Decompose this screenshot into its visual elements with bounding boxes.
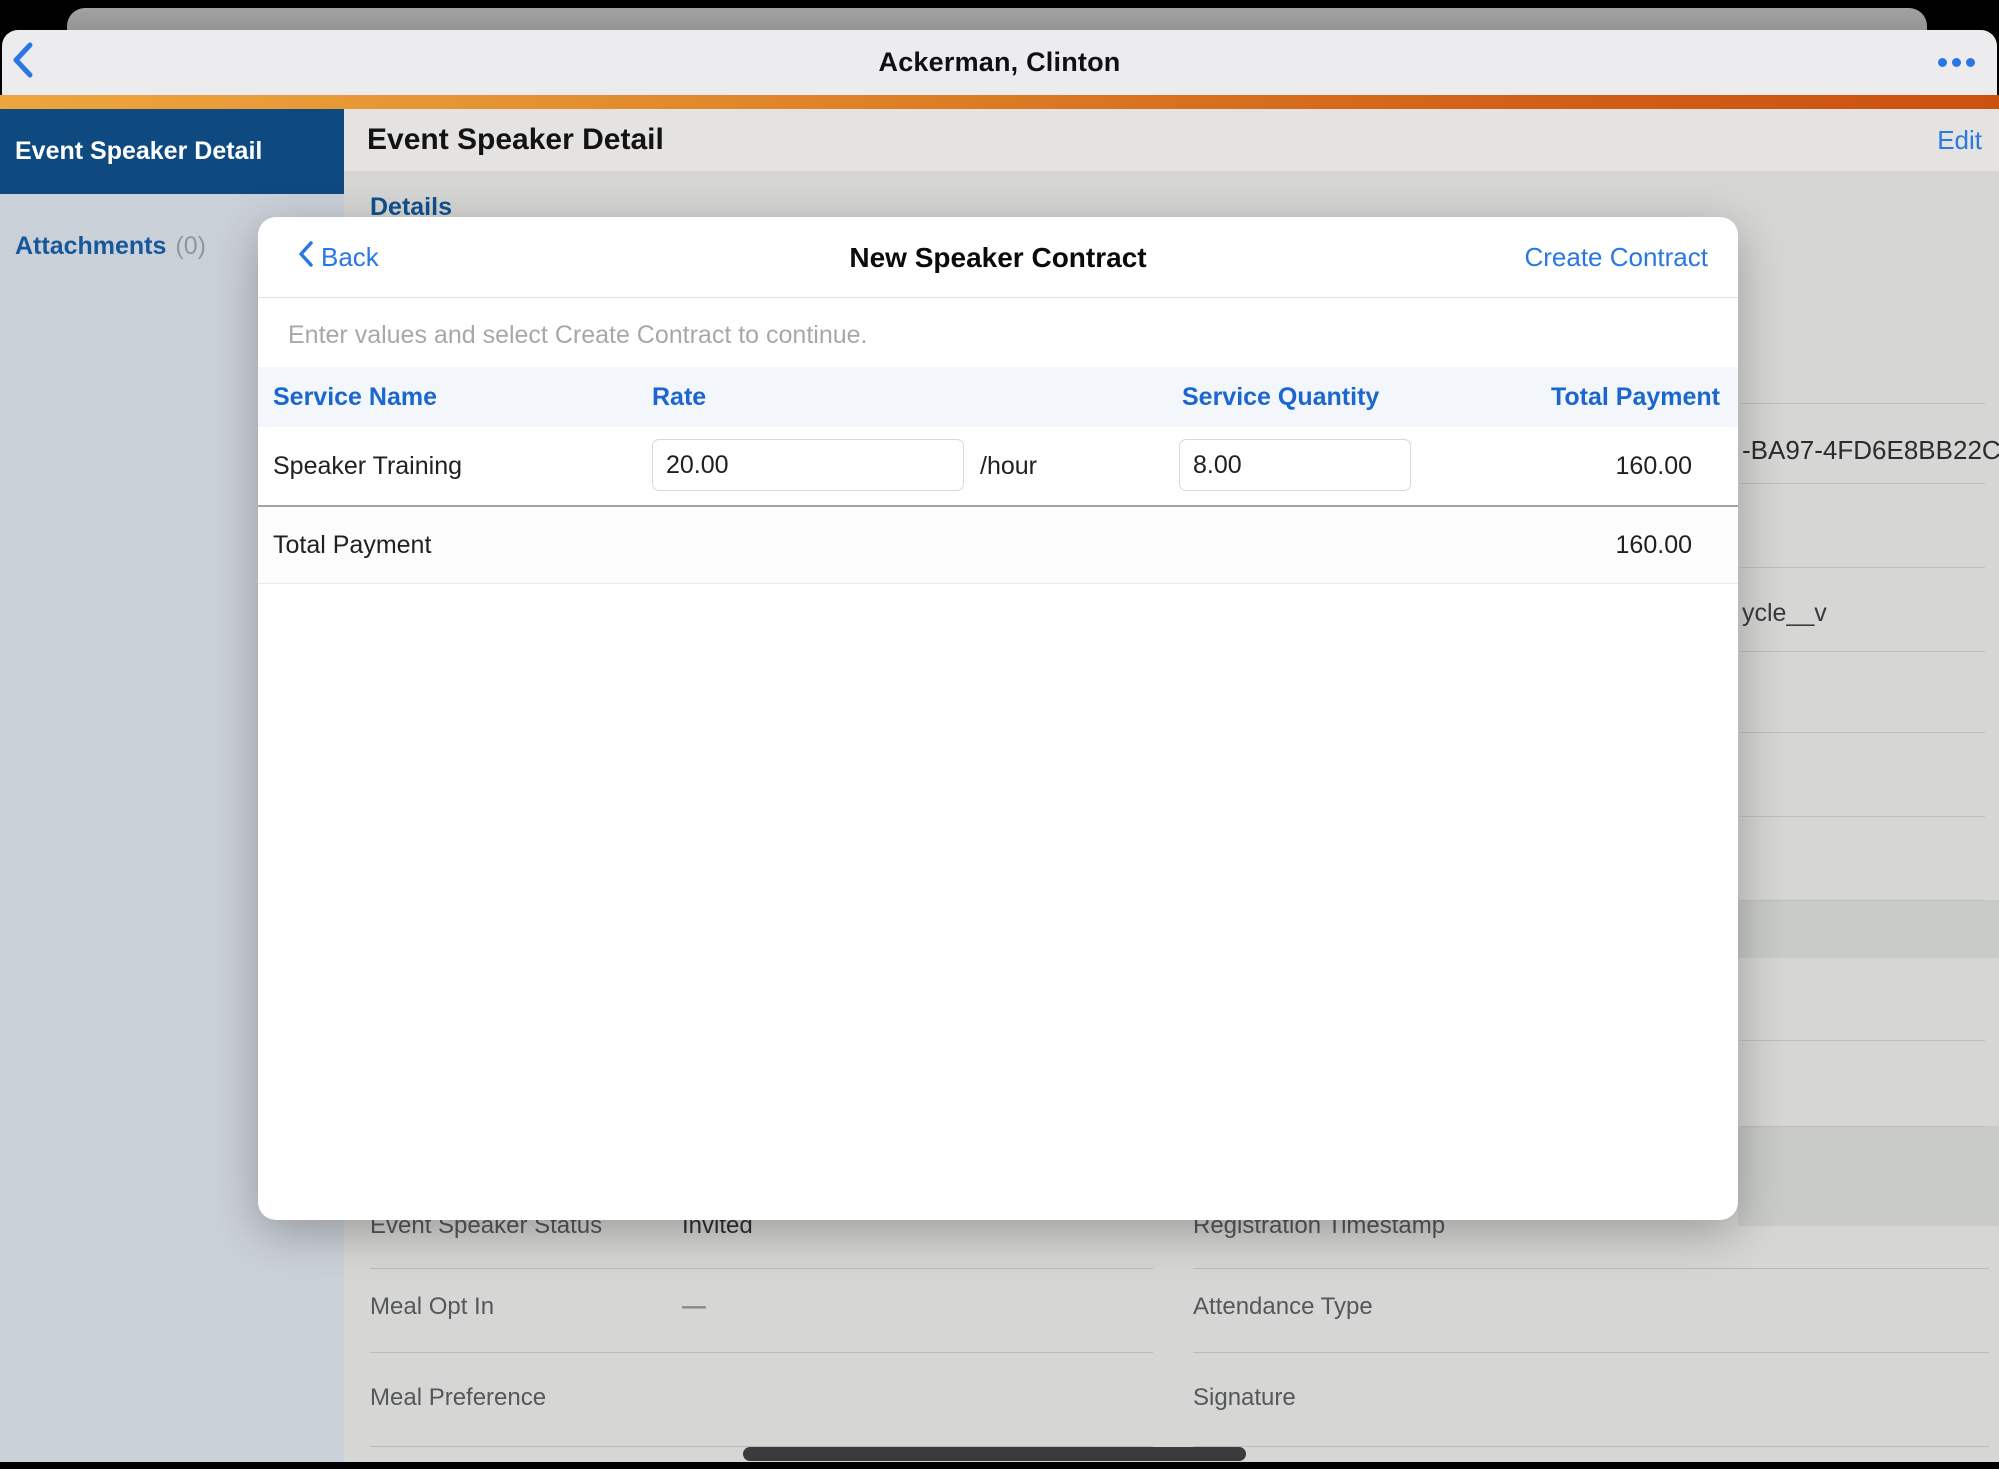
- field-label: Meal Opt In: [370, 1293, 495, 1320]
- field-value: —: [682, 1293, 706, 1320]
- field-label: Meal Preference: [370, 1384, 547, 1411]
- sidebar-item-attachments[interactable]: Attachments (0): [0, 218, 344, 274]
- clipped-field-text: ycle__v: [1742, 599, 1827, 627]
- divider: [370, 1268, 1153, 1269]
- ellipsis-icon: [1966, 58, 1975, 67]
- edit-button[interactable]: Edit: [1937, 124, 1982, 155]
- field-highlight-band: [1738, 1126, 1999, 1226]
- page-title: Event Speaker Detail: [367, 123, 664, 156]
- column-header-service-name: Service Name: [273, 383, 438, 411]
- divider: [1741, 483, 1985, 484]
- record-heading-band: Event Speaker Detail Edit: [344, 109, 1999, 172]
- divider: [370, 1446, 1153, 1447]
- field-highlight-band: [1738, 900, 1999, 958]
- attachments-count: (0): [175, 231, 206, 260]
- divider: [1741, 732, 1985, 733]
- home-indicator[interactable]: [743, 1447, 1246, 1461]
- column-header-total-payment: Total Payment: [1550, 383, 1720, 411]
- nav-title: Ackerman, Clinton: [878, 47, 1121, 77]
- sidebar-item-event-speaker-detail[interactable]: Event Speaker Detail: [0, 109, 344, 194]
- divider: [1193, 1352, 1989, 1353]
- divider: [1741, 403, 1985, 404]
- column-header-rate: Rate: [652, 383, 707, 411]
- modal-back-button[interactable]: Back: [298, 217, 379, 298]
- modal-title: New Speaker Contract: [849, 241, 1147, 273]
- divider: [370, 1352, 1153, 1353]
- ellipsis-icon: [1952, 58, 1961, 67]
- total-payment-value: 160.00: [1615, 531, 1692, 559]
- divider: [1193, 1446, 1989, 1447]
- field-label: Attendance Type: [1193, 1293, 1373, 1320]
- total-payment-row: Total Payment 160.00: [258, 507, 1738, 584]
- divider: [258, 505, 1738, 507]
- chevron-left-icon: [10, 42, 34, 83]
- sidebar-item-label: Attachments: [15, 231, 167, 260]
- create-contract-button[interactable]: Create Contract: [1524, 242, 1708, 272]
- field-label: Signature: [1193, 1384, 1296, 1411]
- modal-header: Back New Speaker Contract Create Contrac…: [258, 217, 1738, 298]
- sidebar-item-label: Event Speaker Detail: [15, 137, 263, 165]
- divider: [1741, 1126, 1985, 1127]
- details-section-label: Details: [370, 193, 452, 221]
- clipped-guid-text: -BA97-4FD6E8BB22C7: [1742, 435, 1999, 465]
- column-header-service-quantity: Service Quantity: [1182, 383, 1380, 411]
- table-row: Speaker Training /hour 160.00: [258, 427, 1738, 505]
- contract-table-header: Service Name Rate Service Quantity Total…: [258, 367, 1738, 427]
- total-payment-label: Total Payment: [273, 531, 432, 559]
- modal-back-label: Back: [321, 242, 379, 272]
- ellipsis-icon: [1938, 58, 1947, 67]
- chevron-left-icon: [298, 241, 314, 274]
- new-speaker-contract-modal: Back New Speaker Contract Create Contrac…: [258, 217, 1738, 1220]
- divider: [1741, 900, 1985, 901]
- divider: [1741, 567, 1985, 568]
- rate-input[interactable]: [652, 439, 964, 491]
- nav-back-button[interactable]: [10, 30, 54, 95]
- nav-bar: Ackerman, Clinton: [2, 30, 1997, 95]
- more-options-button[interactable]: [1938, 30, 1975, 95]
- service-name-cell: Speaker Training: [273, 452, 463, 480]
- rate-unit-label: /hour: [980, 452, 1037, 480]
- service-quantity-input[interactable]: [1179, 439, 1411, 491]
- row-total-payment: 160.00: [1615, 452, 1692, 480]
- divider: [1193, 1268, 1989, 1269]
- divider: [1741, 651, 1985, 652]
- divider: [1741, 1040, 1985, 1041]
- modal-hint-text: Enter values and select Create Contract …: [288, 321, 868, 349]
- brand-accent-bar: [0, 95, 1999, 109]
- divider: [1741, 816, 1985, 817]
